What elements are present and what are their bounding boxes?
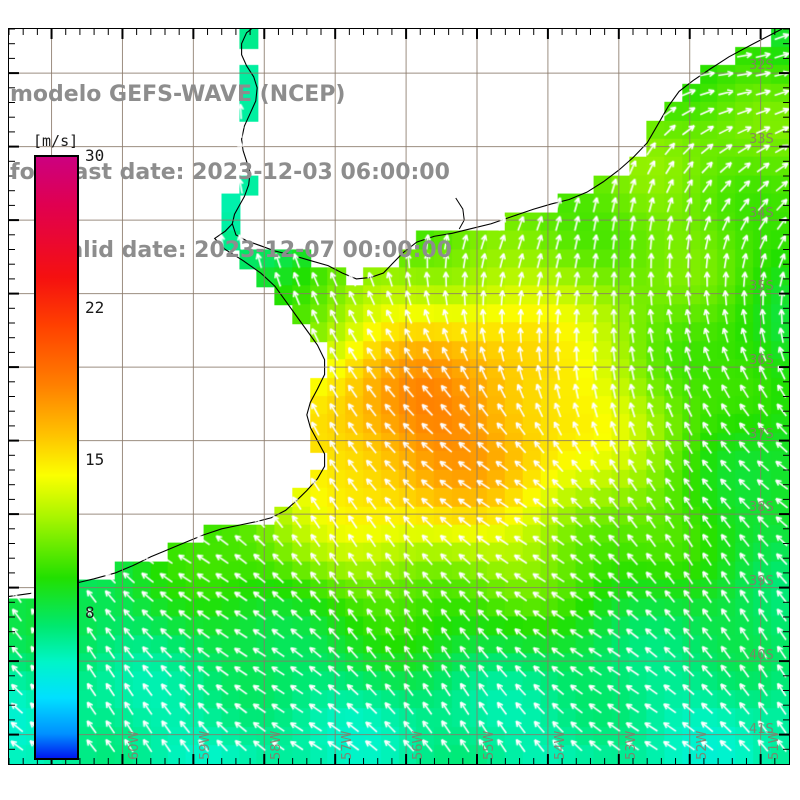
wind-direction-arrows [9, 29, 789, 764]
lat-label-41S: 41S [749, 721, 774, 737]
colorbar-units-label: [m/s] [33, 132, 79, 150]
colorbar-tick-8: 8 [85, 602, 95, 622]
colorbar-tick-15: 15 [85, 450, 105, 470]
valid-date: valid date: 2023-12-07 00:00:00 [54, 238, 452, 263]
map-plot-area[interactable]: 61W60W59W58W57W56W55W54W53W52W51W32S33S3… [8, 28, 790, 765]
lon-label-59W: 59W [197, 730, 213, 760]
lon-label-55W: 55W [482, 730, 498, 760]
lon-label-58W: 58W [268, 730, 284, 760]
forecast-date: forecast date: 2023-12-03 06:00:00 [10, 160, 450, 185]
lat-label-38S: 38S [749, 500, 774, 516]
model-name: modelo GEFS-WAVE (NCEP) [10, 82, 346, 107]
axis-labels: 61W60W59W58W57W56W55W54W53W52W51W32S33S3… [9, 29, 789, 764]
lon-label-54W: 54W [553, 730, 569, 760]
lat-label-34S: 34S [749, 205, 774, 221]
figure-title: modelo GEFS-WAVE (NCEP) forecast date: 2… [10, 30, 530, 316]
colorbar-tick-30: 30 [85, 146, 105, 165]
lon-label-56W: 56W [411, 730, 427, 760]
colorbar-tick-22: 22 [85, 298, 105, 318]
lat-label-32S: 32S [749, 58, 774, 74]
lon-label-52W: 52W [695, 730, 711, 760]
lon-label-57W: 57W [340, 730, 356, 760]
lat-label-39S: 39S [749, 574, 774, 590]
lon-label-60W: 60W [126, 730, 142, 760]
lat-label-40S: 40S [749, 647, 774, 663]
lon-label-53W: 53W [624, 730, 640, 760]
lat-label-33S: 33S [749, 131, 774, 147]
lat-label-36S: 36S [749, 353, 774, 369]
colorbar-gradient [34, 155, 79, 760]
axis-ticks [9, 29, 789, 764]
lat-label-37S: 37S [749, 426, 774, 442]
lat-label-35S: 35S [749, 279, 774, 295]
